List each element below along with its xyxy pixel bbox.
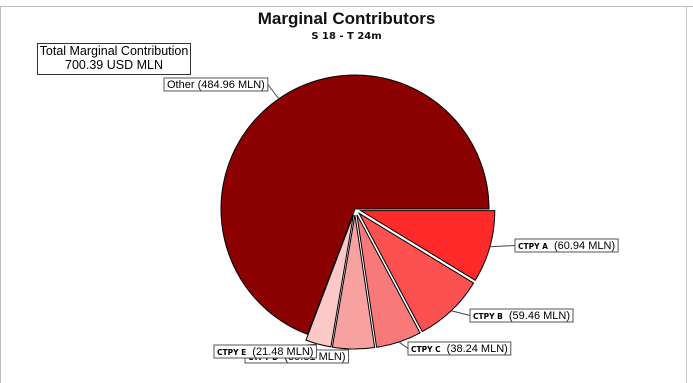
pie-slices	[220, 74, 496, 350]
frame-top-border	[0, 6, 693, 7]
slice-value: (60.94 MLN)	[554, 240, 615, 252]
slice-label-ctpy-c: CTPY C (38.24 MLN)	[398, 341, 512, 356]
slice-label-ctpy-e: CTPY E (21.48 MLN)	[213, 343, 319, 359]
leader-line	[489, 245, 516, 248]
pie-slice-ctpy-c[interactable]	[356, 214, 421, 348]
total-contribution-box: Total Marginal Contribution 700.39 USD M…	[37, 43, 191, 75]
slice-label-ctpy-b: CTPY B (59.46 MLN)	[451, 308, 574, 323]
leader-line	[398, 341, 409, 349]
leader-line	[267, 84, 280, 100]
frame-left-border	[0, 6, 1, 383]
slice-label-box	[469, 308, 574, 323]
slice-name: CTPY B	[473, 312, 503, 321]
slice-value: (21.48 MLN)	[252, 346, 313, 358]
slice-name: Other	[167, 79, 198, 91]
pie-slice-ctpy-e[interactable]	[305, 214, 354, 348]
frame-right-border	[686, 6, 687, 383]
slice-label-text: Other (484.96 MLN)	[167, 79, 265, 91]
slice-label-box	[514, 238, 619, 253]
pie-slice-other[interactable]	[220, 74, 490, 335]
slice-value: (59.46 MLN)	[509, 310, 570, 322]
total-contribution-value: 700.39 USD MLN	[65, 58, 163, 72]
slice-value: (484.96 MLN)	[198, 79, 265, 91]
chart-title: Marginal Contributors	[257, 9, 436, 28]
pie-labels: CTPY A (60.94 MLN) CTPY B (59.46 MLN) CTPY C…	[163, 77, 619, 364]
total-contribution-label: Total Marginal Contribution	[39, 44, 189, 58]
slice-value: (38.24 MLN)	[447, 343, 508, 355]
slice-name: CTPY C	[411, 345, 441, 354]
slice-label-other: Other (484.96 MLN)	[163, 77, 280, 100]
chart-subtitle: S 18 - T 24m	[311, 31, 382, 42]
slice-label-box	[407, 341, 512, 356]
slice-label-box	[163, 77, 269, 92]
slice-name: CTPY A	[518, 242, 548, 251]
slice-name: CTPY E	[217, 348, 246, 357]
pie-slice-ctpy-d[interactable]	[331, 214, 376, 350]
slice-label-box	[213, 344, 317, 359]
leader-line	[451, 310, 471, 316]
pie-slice-ctpy-a[interactable]	[358, 210, 496, 281]
slice-label-ctpy-a: CTPY A (60.94 MLN)	[489, 238, 619, 253]
